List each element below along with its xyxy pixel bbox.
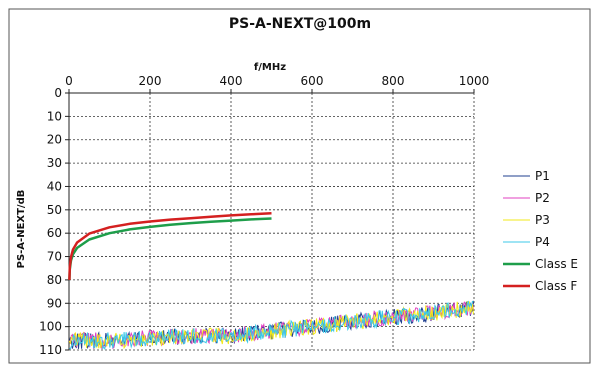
x-tick-label: 200 [139,74,162,88]
legend-label-p2: P2 [535,191,550,205]
y-tick-label: 10 [47,109,62,123]
y-tick-label: 90 [47,296,62,310]
y-tick-label: 100 [39,320,62,334]
y-tick-label: 20 [47,133,62,147]
y-tick-label: 80 [47,273,62,287]
y-tick-label: 40 [47,179,62,193]
x-tick-label: 1000 [459,74,490,88]
legend-label-p4: P4 [535,235,550,249]
series-line-p4 [69,300,474,351]
legend-label-p3: P3 [535,213,550,227]
chart-title: PS-A-NEXT@100m [229,16,371,32]
x-tick-label: 400 [220,74,243,88]
legend-label-class-f: Class F [535,279,577,293]
legend: P1 P2 P3 P4 Class E Class F [503,169,578,293]
x-tick-label: 600 [301,74,324,88]
series-line-class-f [68,212,272,280]
y-tick-label: 60 [47,226,62,240]
y-axis-label: PS-A-NEXT/dB [16,190,27,269]
x-axis-label: f/MHz [254,62,286,73]
x-tick-label: 800 [382,74,405,88]
series-line-p3 [68,301,474,350]
y-tick-label: 0 [54,86,62,100]
x-tick-label: 0 [65,74,73,88]
chart-border [8,8,591,364]
y-tick-label: 70 [47,250,62,264]
y-tick-label: 110 [39,343,62,357]
legend-label-class-e: Class E [535,257,578,271]
y-tick-label: 50 [47,203,62,217]
legend-label-p1: P1 [535,169,550,183]
plot-area: 0 200 400 600 800 1000 0 10 20 30 40 50 60 70 80 90 100 1… [39,74,489,357]
y-tick-label: 30 [47,156,62,170]
